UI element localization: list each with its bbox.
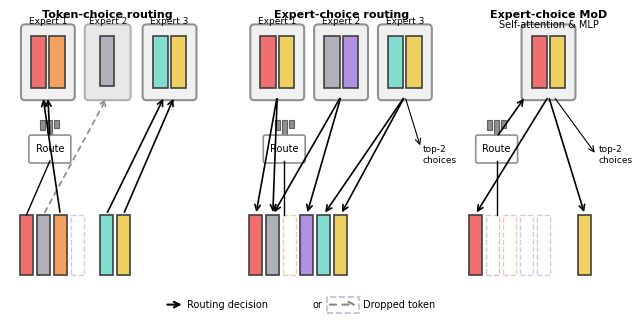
FancyBboxPatch shape [317,215,330,275]
Text: top-2
choices: top-2 choices [423,145,457,165]
FancyBboxPatch shape [171,36,186,88]
FancyBboxPatch shape [579,215,591,275]
FancyBboxPatch shape [279,36,294,88]
FancyBboxPatch shape [314,24,368,100]
Bar [275,120,280,130]
Text: Expert 3: Expert 3 [150,17,189,26]
Text: Expert 2: Expert 2 [88,17,127,26]
Text: or: or [312,299,322,310]
Bar [501,120,506,128]
Text: Expert 2: Expert 2 [322,17,360,26]
FancyBboxPatch shape [266,215,279,275]
FancyBboxPatch shape [143,24,196,100]
Text: top-2
choices: top-2 choices [598,145,632,165]
FancyBboxPatch shape [21,24,75,100]
FancyBboxPatch shape [284,215,296,275]
FancyBboxPatch shape [71,215,84,275]
FancyBboxPatch shape [502,215,516,275]
FancyBboxPatch shape [54,215,67,275]
Text: Expert 1: Expert 1 [29,17,67,26]
FancyBboxPatch shape [476,135,518,163]
Bar [40,120,45,130]
FancyBboxPatch shape [324,36,340,88]
FancyBboxPatch shape [100,36,114,86]
FancyBboxPatch shape [37,215,50,275]
FancyBboxPatch shape [406,36,422,88]
Bar [289,120,294,128]
Bar [282,120,287,135]
FancyBboxPatch shape [20,215,33,275]
FancyBboxPatch shape [388,36,403,88]
FancyBboxPatch shape [327,297,359,313]
FancyBboxPatch shape [250,215,262,275]
Text: Expert-choice routing: Expert-choice routing [273,10,409,21]
Bar [494,120,499,135]
FancyBboxPatch shape [520,215,532,275]
FancyBboxPatch shape [49,36,65,88]
FancyBboxPatch shape [378,24,432,100]
FancyBboxPatch shape [100,215,113,275]
FancyBboxPatch shape [342,36,358,88]
Bar [54,120,60,128]
FancyBboxPatch shape [486,215,499,275]
FancyBboxPatch shape [550,36,566,88]
Bar [47,120,52,135]
FancyBboxPatch shape [31,36,46,88]
FancyBboxPatch shape [250,24,304,100]
FancyBboxPatch shape [29,135,71,163]
FancyBboxPatch shape [532,36,547,88]
FancyBboxPatch shape [260,36,276,88]
FancyBboxPatch shape [263,135,305,163]
Text: Expert 3: Expert 3 [386,17,424,26]
FancyBboxPatch shape [468,215,482,275]
Text: Routing decision: Routing decision [188,299,269,310]
FancyBboxPatch shape [152,36,168,88]
Bar [487,120,492,130]
Text: Route: Route [270,144,298,154]
FancyBboxPatch shape [334,215,347,275]
Text: Expert 1: Expert 1 [258,17,296,26]
FancyBboxPatch shape [522,24,575,100]
Text: Route: Route [483,144,511,154]
FancyBboxPatch shape [116,215,130,275]
Text: Dropped token: Dropped token [363,299,435,310]
FancyBboxPatch shape [300,215,313,275]
Text: Token-choice routing: Token-choice routing [42,10,173,21]
Text: Self-attention & MLP: Self-attention & MLP [499,20,598,31]
Text: Route: Route [36,144,64,154]
FancyBboxPatch shape [84,24,131,100]
FancyBboxPatch shape [536,215,550,275]
Text: Expert-choice MoD: Expert-choice MoD [490,10,607,21]
